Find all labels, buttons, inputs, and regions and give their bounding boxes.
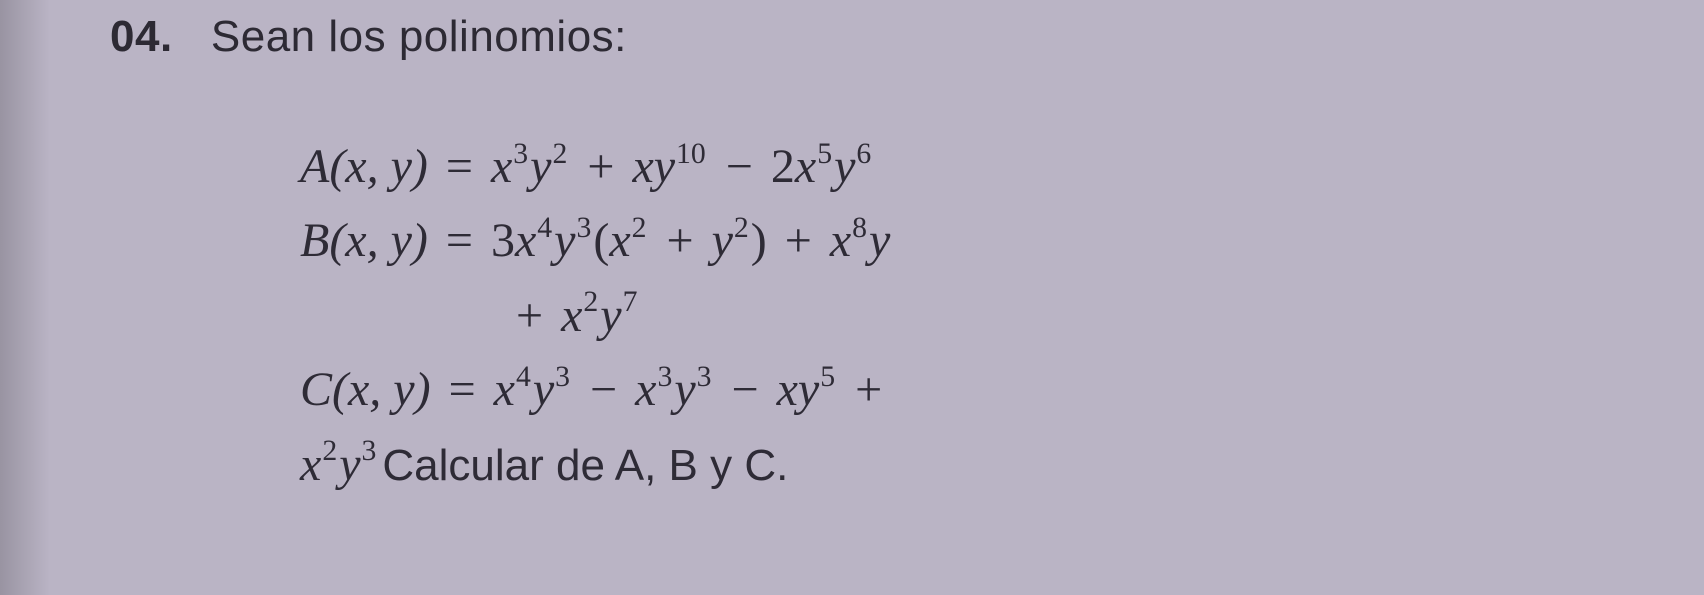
poly-a-line: A(x, y) = x3y2 + xy10 − 2x5y6 [300,130,890,204]
question-number: 04. [110,12,173,61]
C-lhs: C(x, y) [300,363,431,416]
poly-c-line-2: x2y3Calcular de A, B y C. [300,428,890,502]
calc-instruction: Calcular de A, B y C. [382,441,788,490]
exercise-page: 04. Sean los polinomios: A(x, y) = x3y2 … [0,0,1704,595]
poly-b-line-2: + x2y7 [300,279,890,353]
poly-b-line-1: B(x, y) = 3x4y3(x2 + y2) + x8y [300,204,890,278]
binding-shadow [0,0,50,595]
question-prompt: Sean los polinomios: [211,12,627,61]
poly-c-line-1: C(x, y) = x4y3 − x3y3 − xy5 + [300,353,890,427]
A-lhs: A(x, y) [300,140,428,193]
B-lhs: B(x, y) [300,214,428,267]
question-header: 04. Sean los polinomios: [110,12,627,62]
math-block: A(x, y) = x3y2 + xy10 − 2x5y6 B(x, y) = … [300,130,890,502]
